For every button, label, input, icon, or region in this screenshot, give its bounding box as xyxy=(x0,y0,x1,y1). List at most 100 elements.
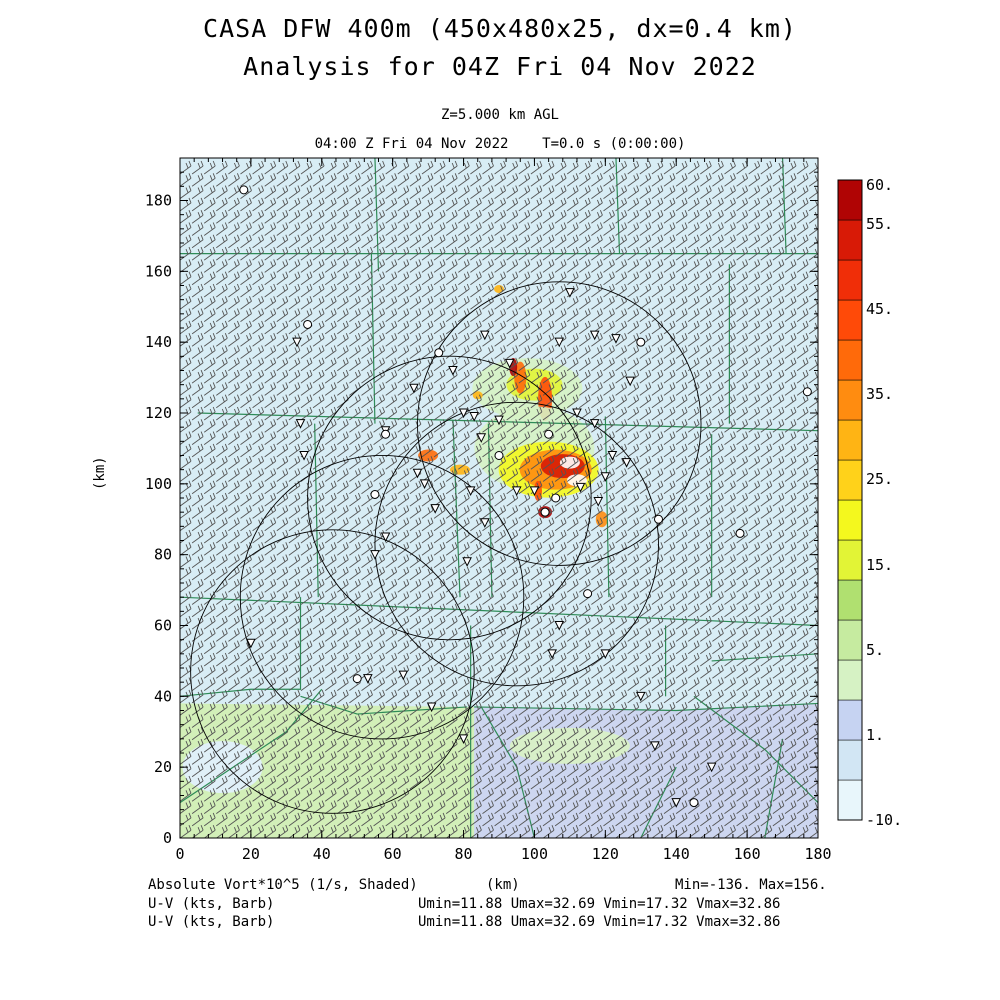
wind-barb xyxy=(191,320,204,335)
wind-barb xyxy=(687,419,700,433)
wind-barb xyxy=(675,222,688,236)
wind-barb xyxy=(264,788,277,802)
wind-barb xyxy=(724,812,736,827)
wind-barb xyxy=(663,406,676,421)
wind-barb xyxy=(203,517,216,532)
wind-barb xyxy=(300,579,313,593)
wind-barb xyxy=(470,443,482,458)
colorbar-label: 15. xyxy=(866,556,893,574)
wind-barb xyxy=(603,603,615,618)
wind-barb xyxy=(252,751,265,765)
wind-barb xyxy=(312,382,325,396)
wind-barb xyxy=(445,751,458,765)
wind-barb xyxy=(180,714,192,728)
wind-barb xyxy=(445,283,458,298)
wind-barb xyxy=(312,185,325,199)
down-triangle-marker xyxy=(292,337,302,348)
wind-barb xyxy=(772,333,785,347)
wind-barb xyxy=(361,689,373,704)
wind-barb xyxy=(433,591,446,605)
wind-barb xyxy=(337,320,349,335)
wind-barb xyxy=(784,591,797,605)
wind-barb xyxy=(228,369,240,384)
wind-barb xyxy=(337,726,349,741)
wind-barb xyxy=(397,579,410,593)
wind-barb xyxy=(530,345,543,359)
wind-barb xyxy=(542,615,555,630)
wind-barb xyxy=(240,234,252,249)
colorbar-label: 1. xyxy=(866,726,884,744)
wind-barb xyxy=(288,738,301,753)
wind-barb xyxy=(784,210,797,224)
wind-barb xyxy=(203,825,216,838)
wind-barb xyxy=(421,517,434,532)
wind-barb xyxy=(566,320,579,335)
wind-barb xyxy=(518,517,531,532)
wind-barb xyxy=(228,812,240,827)
wind-barb xyxy=(736,369,749,384)
wind-barb xyxy=(312,333,325,347)
wind-barb xyxy=(639,628,652,642)
wind-barb xyxy=(712,197,724,212)
wind-barb xyxy=(554,825,567,838)
wind-barb xyxy=(724,320,736,335)
wind-barb xyxy=(337,615,349,630)
wind-barb xyxy=(603,419,615,433)
wind-barb xyxy=(458,357,470,372)
wind-barb xyxy=(518,406,531,421)
wind-barb xyxy=(518,529,531,544)
wind-barb xyxy=(373,234,386,249)
wind-barb xyxy=(736,456,749,470)
wind-barb xyxy=(579,333,591,347)
wind-barb xyxy=(216,714,228,728)
wind-barb xyxy=(349,738,361,753)
wind-barb xyxy=(458,259,470,273)
wind-barb xyxy=(180,788,192,802)
wind-barb xyxy=(470,369,482,384)
wind-barb xyxy=(300,185,313,199)
wind-barb xyxy=(252,738,265,753)
wind-barb xyxy=(252,234,265,249)
wind-barb xyxy=(736,394,749,409)
wind-barb xyxy=(349,197,361,212)
wind-barb xyxy=(252,246,265,261)
wind-barb xyxy=(748,775,761,790)
wind-barb xyxy=(445,702,458,716)
wind-barb xyxy=(675,775,688,790)
wind-barb xyxy=(700,259,712,273)
wind-barb xyxy=(445,689,458,704)
wind-barb xyxy=(191,702,204,716)
wind-barb xyxy=(736,320,749,335)
wind-barb xyxy=(191,222,204,236)
wind-barb xyxy=(240,173,252,187)
wind-barb xyxy=(180,296,192,310)
down-triangle-marker xyxy=(448,366,458,376)
wind-barb xyxy=(300,173,313,187)
wind-barb xyxy=(566,825,579,838)
wind-barb xyxy=(712,234,724,249)
wind-barb xyxy=(566,234,579,249)
wind-barb xyxy=(458,431,470,445)
wind-barb xyxy=(361,369,373,384)
wind-barb xyxy=(542,800,555,814)
wind-barb xyxy=(324,468,337,482)
wind-barb xyxy=(566,382,579,396)
wind-barb xyxy=(772,603,785,618)
wind-barb xyxy=(228,283,240,298)
wind-barb xyxy=(591,542,603,556)
wind-barb xyxy=(554,800,567,814)
wind-barb xyxy=(700,271,712,286)
wind-barb xyxy=(337,775,349,790)
wind-barb xyxy=(324,345,337,359)
wind-barb xyxy=(324,283,337,298)
wind-barb xyxy=(736,431,749,445)
wind-barb xyxy=(675,529,688,544)
wind-barb xyxy=(276,751,289,765)
wind-barb xyxy=(337,579,349,593)
wind-barb xyxy=(228,185,240,199)
wind-barb xyxy=(324,615,337,630)
wind-barb xyxy=(385,345,398,359)
wind-barb xyxy=(433,812,446,827)
wind-barb xyxy=(288,443,301,458)
wind-barb xyxy=(675,443,688,458)
